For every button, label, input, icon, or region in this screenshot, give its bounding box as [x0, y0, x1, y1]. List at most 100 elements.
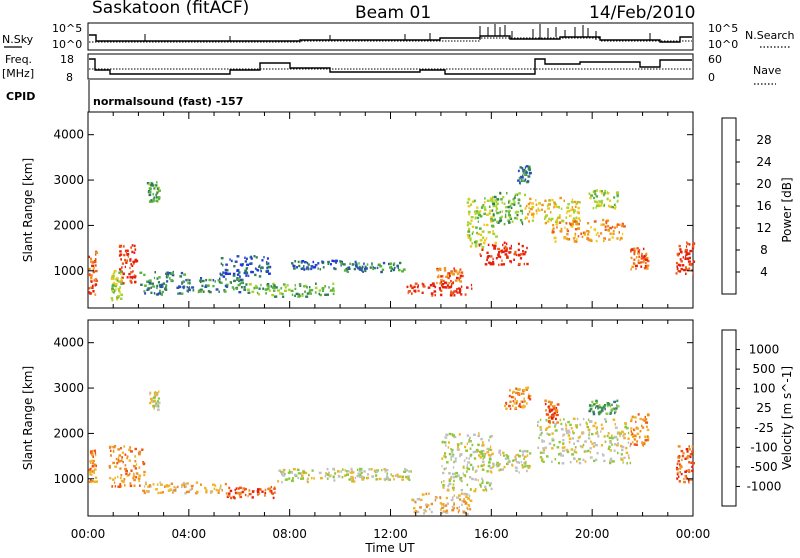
data-cell	[577, 222, 580, 226]
data-cell	[140, 283, 143, 286]
data-cell	[623, 225, 626, 228]
data-cell	[457, 510, 459, 514]
data-cell	[158, 197, 161, 201]
data-cell	[524, 179, 526, 183]
data-cell	[497, 253, 500, 256]
data-cell	[113, 269, 117, 273]
data-cell	[573, 220, 577, 223]
data-cell	[164, 286, 167, 289]
data-cell	[508, 394, 511, 398]
data-cell	[267, 285, 270, 288]
data-cell	[157, 397, 160, 400]
data-cell	[444, 504, 448, 507]
data-cell	[620, 458, 624, 461]
data-cell	[609, 457, 613, 461]
data-cell	[307, 263, 310, 266]
data-cell	[256, 291, 259, 295]
data-cell	[393, 262, 396, 265]
data-cell	[548, 410, 552, 413]
data-cell	[444, 452, 447, 455]
data-cell	[493, 464, 495, 467]
data-cell	[185, 485, 187, 488]
data-cell	[268, 272, 271, 275]
data-cell	[254, 273, 257, 277]
data-cell	[376, 266, 379, 270]
data-cell	[608, 205, 612, 208]
data-cell	[549, 416, 551, 419]
data-cell	[91, 452, 94, 455]
data-cell	[632, 262, 636, 265]
data-cell	[504, 404, 506, 408]
data-cell	[608, 436, 612, 440]
data-cell	[220, 484, 222, 487]
data-cell	[639, 417, 643, 421]
data-cell	[469, 476, 472, 479]
data-cell	[467, 210, 471, 214]
data-cell	[448, 274, 451, 278]
data-cell	[617, 431, 621, 434]
data-cell	[638, 248, 641, 252]
data-cell	[676, 267, 679, 270]
colorbar-tick-label: 20	[756, 177, 771, 191]
x-axis-title: Time UT	[364, 541, 415, 554]
data-cell	[236, 269, 239, 272]
data-cell	[515, 459, 517, 462]
data-cell	[611, 225, 614, 229]
data-cell	[545, 413, 548, 416]
data-cell	[519, 403, 521, 406]
data-cell	[245, 271, 248, 274]
data-cell	[486, 256, 489, 259]
velocity-ylabel: Slant Range [km]	[21, 366, 35, 470]
data-cell	[583, 233, 587, 236]
data-cell	[173, 489, 177, 492]
data-cell	[446, 281, 448, 285]
data-cell	[679, 248, 682, 251]
data-cell	[129, 472, 131, 475]
data-cell	[89, 468, 92, 471]
data-cell	[398, 268, 401, 272]
data-cell	[385, 468, 389, 472]
data-cell	[496, 198, 498, 201]
data-cell	[514, 211, 518, 214]
data-cell	[644, 265, 648, 268]
data-cell	[334, 259, 338, 262]
data-cell	[566, 229, 569, 233]
data-cell	[595, 458, 598, 461]
data-cell	[522, 250, 524, 253]
data-cell	[119, 286, 121, 289]
data-cell	[373, 469, 377, 472]
data-cell	[508, 201, 510, 204]
data-cell	[229, 258, 231, 261]
data-cell	[689, 453, 693, 456]
data-cell	[91, 453, 94, 457]
data-cell	[604, 440, 607, 443]
data-cell	[188, 279, 191, 282]
data-cell	[511, 220, 514, 223]
data-cell	[488, 261, 491, 264]
data-cell	[611, 443, 613, 446]
data-cell	[359, 475, 361, 479]
data-cell	[334, 267, 337, 271]
data-cell	[621, 232, 624, 236]
data-cell	[531, 213, 534, 216]
data-cell	[244, 260, 247, 263]
data-cell	[448, 452, 452, 456]
data-cell	[469, 463, 473, 467]
data-cell	[495, 257, 498, 260]
data-cell	[119, 268, 122, 271]
data-cell	[570, 214, 572, 217]
data-cell	[595, 432, 598, 435]
data-cell	[563, 237, 567, 240]
data-cell	[280, 287, 283, 290]
data-cell	[598, 404, 601, 407]
data-cell	[603, 459, 606, 463]
data-cell	[310, 265, 314, 268]
data-cell	[527, 213, 530, 216]
y-tick-label: 4000	[53, 128, 84, 142]
data-cell	[501, 259, 503, 262]
data-cell	[587, 222, 590, 225]
data-cell	[603, 192, 606, 195]
x-tick-label: 16:00	[474, 527, 509, 541]
data-cell	[630, 250, 632, 253]
data-cell	[95, 279, 98, 282]
